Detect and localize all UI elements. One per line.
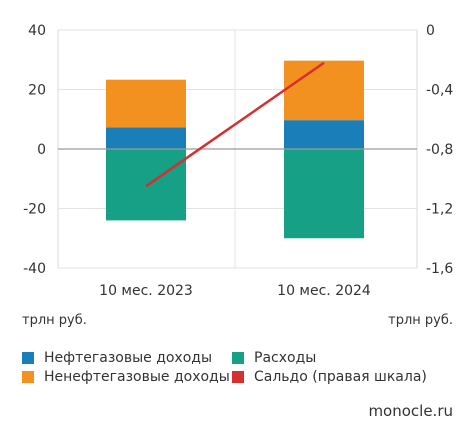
legend-label-oil-gas: Нефтегазовые доходы (44, 350, 213, 366)
bar (284, 120, 364, 149)
legend-swatch-balance (232, 371, 244, 383)
left-axis-unit: трлн руб. (22, 313, 87, 328)
y-left-tick-label: 20 (28, 83, 46, 99)
y-right-tick-label: 0 (426, 23, 435, 39)
legend-label-expenses: Расходы (254, 350, 317, 366)
y-left-tick-label: -20 (23, 202, 46, 218)
x-category-label: 10 мес. 2024 (277, 283, 371, 299)
legend-swatch-oil-gas (22, 352, 34, 364)
y-right-tick-label: -0,4 (426, 83, 453, 99)
legend-swatch-non-oil-gas (22, 371, 34, 383)
y-left-tick-label: 40 (28, 23, 46, 39)
bar (106, 79, 186, 128)
source-label: monocle.ru (368, 402, 453, 420)
bar (284, 60, 364, 121)
legend-swatch-expenses (232, 352, 244, 364)
y-right-tick-label: -1,2 (426, 202, 453, 218)
chart: 40 20 0 -20 -40 0 -0,4 -0,8 -1,2 -1,6 10 мес. 2023… (23, 23, 453, 299)
bar (284, 149, 364, 239)
balance-line (145, 61, 325, 188)
legend-item-non-oil-gas: Ненефтегазовые доходы (22, 369, 230, 385)
legend-item-oil-gas: Нефтегазовые доходы (22, 350, 212, 366)
y-right-tick-label: -1,6 (426, 261, 453, 277)
legend-label-balance: Сальдо (правая шкала) (254, 369, 427, 385)
x-category-label: 10 мес. 2023 (99, 283, 193, 299)
legend-item-balance: Сальдо (правая шкала) (232, 369, 427, 385)
right-axis-unit: трлн руб. (388, 313, 453, 328)
y-right-tick-label: -0,8 (426, 142, 453, 158)
legend-item-expenses: Расходы (232, 350, 316, 366)
legend-label-non-oil-gas: Ненефтегазовые доходы (44, 369, 230, 385)
y-left-tick-label: 0 (37, 142, 46, 158)
y-left-tick-label: -40 (23, 261, 46, 277)
bar (106, 127, 186, 149)
